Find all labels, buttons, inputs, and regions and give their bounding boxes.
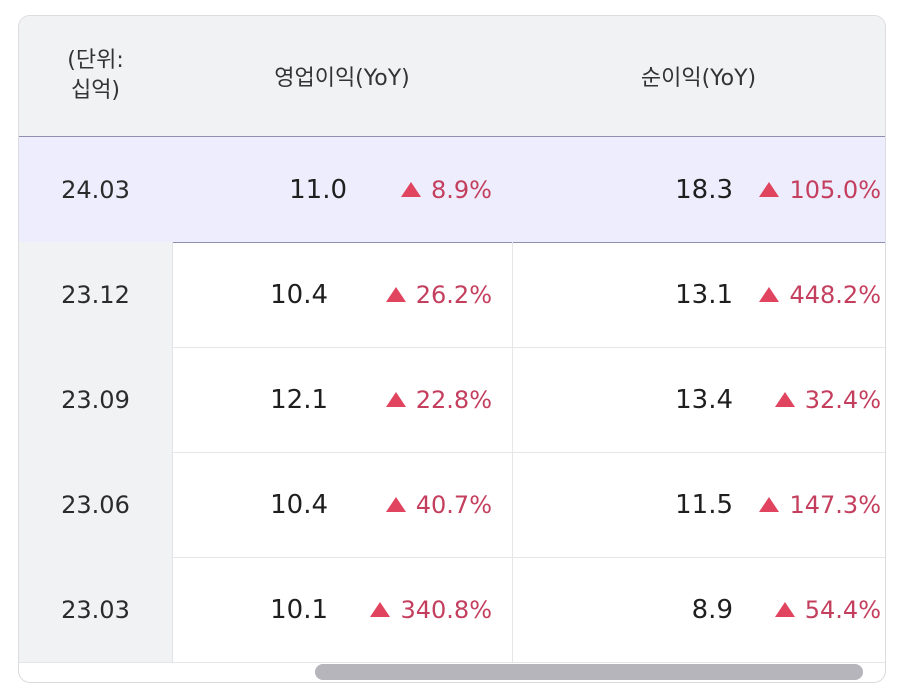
net-profit-yoy-value: 105.0% — [789, 175, 881, 204]
operating-profit-value: 12.1 — [270, 384, 328, 415]
table-row[interactable]: 23.12 10.4 26.2% 13.1 448.2% — [19, 242, 885, 348]
period-cell: 23.09 — [19, 347, 173, 452]
operating-profit-value: 10.4 — [270, 489, 328, 520]
operating-profit-yoy: 340.8% — [370, 557, 492, 662]
up-triangle-icon — [759, 287, 780, 302]
net-profit-cell: 13.1 448.2% — [512, 242, 885, 347]
scrollbar-thumb[interactable] — [315, 664, 863, 680]
operating-profit-yoy-value: 26.2% — [415, 280, 492, 309]
net-profit-value: 8.9 — [691, 594, 733, 625]
operating-profit-yoy-value: 8.9% — [431, 175, 492, 204]
operating-profit-cell: 10.4 26.2% — [172, 242, 513, 347]
net-profit-yoy: 54.4% — [774, 557, 881, 662]
operating-profit-cell: 10.1 340.8% — [172, 557, 513, 662]
operating-profit-yoy: 26.2% — [385, 242, 492, 347]
net-profit-yoy-value: 147.3% — [789, 490, 881, 519]
net-profit-cell: 11.5 147.3% — [512, 452, 885, 557]
net-profit-value: 11.5 — [675, 489, 733, 520]
net-profit-yoy: 32.4% — [774, 347, 881, 452]
period-cell: 23.06 — [19, 452, 173, 557]
earnings-table: (단위: 십억) 영업이익(YoY) 순이익(YoY) 24.03 11.0 8… — [18, 15, 886, 683]
operating-profit-cell: 12.1 22.8% — [172, 347, 513, 452]
net-profit-cell: 8.9 54.4% — [512, 557, 885, 662]
unit-header: (단위: 십억) — [67, 48, 124, 103]
operating-profit-yoy-value: 22.8% — [415, 385, 492, 414]
up-triangle-icon — [385, 392, 406, 407]
up-triangle-icon — [385, 497, 406, 512]
period-cell: 23.12 — [19, 242, 173, 347]
net-profit-yoy: 147.3% — [759, 452, 881, 557]
up-triangle-icon — [774, 392, 795, 407]
operating-profit-value: 10.4 — [270, 279, 328, 310]
up-triangle-icon — [774, 602, 795, 617]
net-profit-value: 18.3 — [675, 174, 733, 205]
net-profit-header[interactable]: 순이익(YoY) — [640, 66, 757, 91]
up-triangle-icon — [370, 602, 391, 617]
net-profit-yoy-value: 448.2% — [789, 280, 881, 309]
operating-profit-value: 10.1 — [270, 594, 328, 625]
operating-profit-yoy: 8.9% — [401, 137, 492, 242]
up-triangle-icon — [385, 287, 406, 302]
up-triangle-icon — [401, 182, 422, 197]
table-row[interactable]: 23.06 10.4 40.7% 11.5 147.3% — [19, 452, 885, 558]
net-profit-yoy-value: 32.4% — [804, 385, 881, 414]
table-row[interactable]: 23.03 10.1 340.8% 8.9 54.4% — [19, 557, 885, 663]
operating-profit-value: 11.0 — [289, 174, 347, 205]
operating-profit-yoy: 40.7% — [385, 452, 492, 557]
operating-profit-cell: 11.0 8.9% — [172, 137, 512, 242]
operating-profit-cell: 10.4 40.7% — [172, 452, 513, 557]
table-row[interactable]: 23.09 12.1 22.8% 13.4 32.4% — [19, 347, 885, 453]
table-header: (단위: 십억) 영업이익(YoY) 순이익(YoY) — [19, 16, 885, 137]
operating-profit-yoy-value: 340.8% — [400, 595, 492, 624]
operating-profit-yoy: 22.8% — [385, 347, 492, 452]
period-cell: 24.03 — [61, 175, 130, 204]
net-profit-value: 13.1 — [675, 279, 733, 310]
net-profit-yoy-value: 54.4% — [804, 595, 881, 624]
operating-profit-yoy-value: 40.7% — [415, 490, 492, 519]
net-profit-yoy: 448.2% — [759, 242, 881, 347]
net-profit-cell: 18.3 105.0% — [512, 137, 885, 242]
up-triangle-icon — [759, 182, 780, 197]
up-triangle-icon — [759, 497, 780, 512]
period-cell: 23.03 — [19, 557, 173, 662]
table-row[interactable]: 24.03 11.0 8.9% 18.3 105.0% — [19, 137, 885, 243]
operating-profit-header[interactable]: 영업이익(YoY) — [274, 66, 410, 91]
horizontal-scrollbar[interactable] — [19, 664, 885, 682]
net-profit-cell: 13.4 32.4% — [512, 347, 885, 452]
net-profit-yoy: 105.0% — [759, 137, 881, 242]
net-profit-value: 13.4 — [675, 384, 733, 415]
